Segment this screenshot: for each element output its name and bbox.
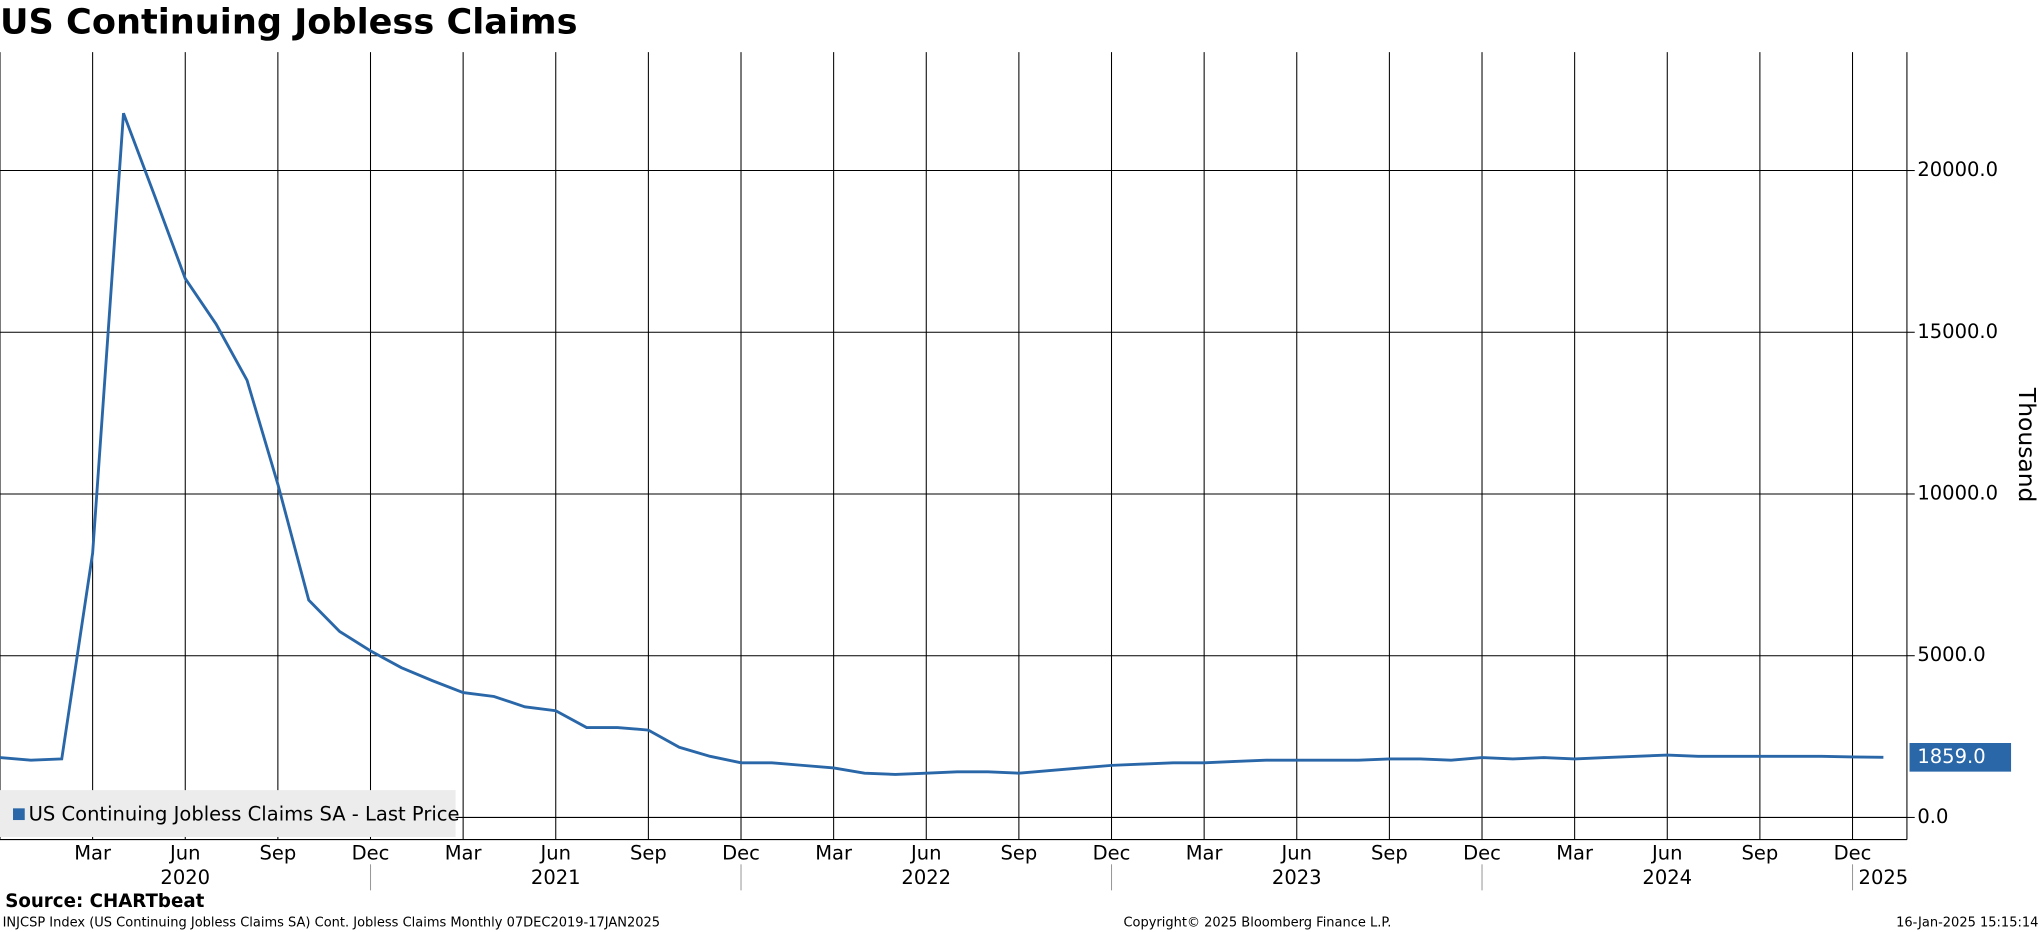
data-line xyxy=(0,112,1884,776)
year-label: 2020 xyxy=(160,866,210,889)
year-label: 2023 xyxy=(1272,866,1322,889)
x-tick-label: Dec xyxy=(1093,841,1131,864)
x-tick-label: Mar xyxy=(445,841,483,864)
legend-label: US Continuing Jobless Claims SA - Last P… xyxy=(29,802,460,825)
last-price-box xyxy=(1909,743,2012,772)
y-tick-label: 5000.0 xyxy=(1917,643,1985,666)
y-tick-label: 0.0 xyxy=(1917,805,1948,828)
x-tick-label: Dec xyxy=(722,841,760,864)
footer-right: 16-Jan-2025 15:15:14 xyxy=(1896,915,2038,930)
x-tick-label: Jun xyxy=(909,841,941,864)
x-tick-label: Sep xyxy=(259,841,296,864)
x-tick-label: Dec xyxy=(352,841,390,864)
y-tick-label: 20000.0 xyxy=(1917,158,1998,181)
x-tick-label: Dec xyxy=(1834,841,1872,864)
x-tick-label: Sep xyxy=(1741,841,1778,864)
footer-left: INJCSP Index (US Continuing Jobless Clai… xyxy=(3,915,660,930)
x-tick-label: Mar xyxy=(1556,841,1594,864)
year-label: 2025 xyxy=(1859,866,1909,889)
x-tick-label: Jun xyxy=(1650,841,1683,864)
year-label: 2024 xyxy=(1642,866,1692,889)
x-tick-label: Sep xyxy=(1000,841,1037,864)
x-tick-label: Jun xyxy=(168,841,201,864)
y-tick-label: 10000.0 xyxy=(1917,481,1998,504)
x-tick-label: Sep xyxy=(1371,841,1408,864)
x-tick-label: Mar xyxy=(1186,841,1224,864)
x-tick-label: Dec xyxy=(1463,841,1501,864)
footer-center: Copyright© 2025 Bloomberg Finance L.P. xyxy=(1123,915,1391,930)
y-tick-label: 15000.0 xyxy=(1917,320,1998,343)
x-tick-label: Sep xyxy=(630,841,667,864)
y-axis-label: Thousand xyxy=(2013,387,2041,503)
year-label: 2021 xyxy=(531,866,581,889)
x-tick-label: Mar xyxy=(74,841,112,864)
year-label: 2022 xyxy=(901,866,951,889)
legend-box xyxy=(0,790,456,837)
last-price-label: 1859.0 xyxy=(1917,745,1985,768)
chart-title: US Continuing Jobless Claims xyxy=(0,1,578,42)
x-tick-label: Jun xyxy=(1280,841,1313,864)
source: Source: CHARTbeat xyxy=(5,891,204,912)
x-tick-label: Mar xyxy=(815,841,853,864)
legend-swatch xyxy=(13,808,25,821)
x-tick-label: Jun xyxy=(539,841,572,864)
